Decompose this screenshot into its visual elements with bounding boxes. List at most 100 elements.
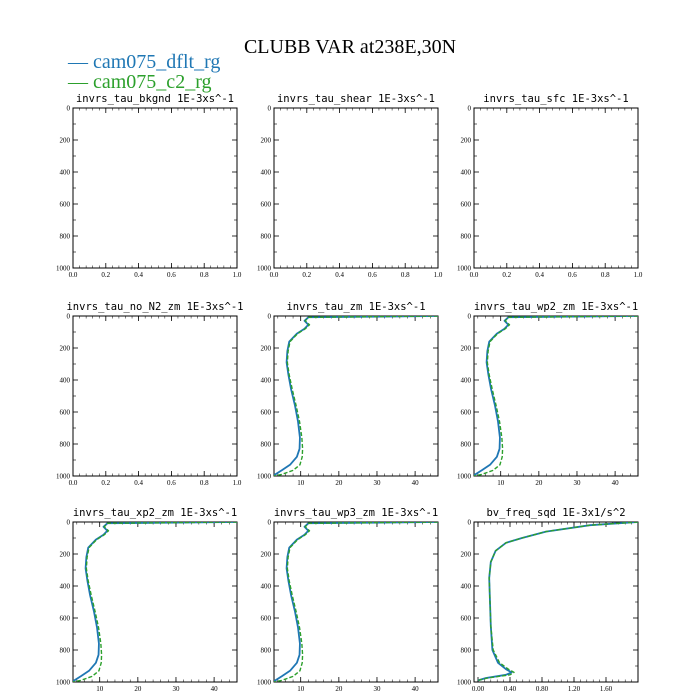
x-tick-label: 0.8 (401, 271, 410, 279)
panel-title: invrs_tau_shear 1E-3xs^-1 (277, 93, 435, 105)
y-tick-label: 200 (60, 137, 71, 145)
series-line-0 (474, 316, 638, 476)
panel-title: invrs_tau_xp2_zm 1E-3xs^-1 (73, 507, 237, 519)
y-tick-label: 800 (461, 441, 472, 449)
x-tick-label: 0.40 (504, 685, 517, 693)
x-tick-label: 40 (612, 479, 620, 487)
y-tick-label: 400 (60, 169, 71, 177)
x-tick-label: 0.2 (101, 479, 110, 487)
y-tick-label: 1000 (257, 473, 272, 481)
panel-title: invrs_tau_sfc 1E-3xs^-1 (483, 93, 628, 105)
plot-frame (273, 107, 439, 269)
y-tick-label: 800 (60, 647, 71, 655)
x-tick-label: 0.00 (472, 685, 485, 693)
x-tick-label: 10 (297, 685, 305, 693)
y-tick-label: 200 (261, 551, 272, 559)
x-tick-label: 1.0 (434, 271, 443, 279)
y-tick-label: 1000 (56, 265, 71, 273)
y-tick-label: 800 (461, 233, 472, 241)
x-tick-label: 1.20 (568, 685, 581, 693)
legend-line-icon: — (68, 71, 93, 93)
legend-label: cam075_dflt_rg (93, 51, 221, 73)
y-tick-label: 400 (261, 583, 272, 591)
x-tick-label: 30 (373, 685, 381, 693)
x-tick-label: 0.4 (335, 271, 344, 279)
y-tick-label: 800 (60, 233, 71, 241)
panel-7: invrs_tau_wp3_zm 1E-3xs^-10 200 400 600 800 1… (257, 507, 439, 693)
y-tick-label: 200 (60, 345, 71, 353)
x-tick-label: 0.6 (167, 271, 176, 279)
plot-frame (72, 315, 238, 477)
x-tick-label: 0.2 (101, 271, 110, 279)
x-tick-label: 10 (497, 479, 505, 487)
series-line-0 (274, 316, 438, 476)
y-tick-label: 400 (461, 583, 472, 591)
x-tick-label: 0.4 (535, 271, 544, 279)
panel-title: invrs_tau_bkgnd 1E-3xs^-1 (76, 93, 234, 105)
series-line-1 (274, 316, 438, 476)
x-tick-label: 10 (96, 685, 104, 693)
y-tick-label: 200 (261, 137, 272, 145)
y-tick-label: 800 (261, 647, 272, 655)
x-tick-label: 1.0 (233, 479, 242, 487)
panel-title: invrs_tau_no_N2_zm 1E-3xs^-1 (66, 301, 243, 313)
x-tick-label: 20 (535, 479, 543, 487)
y-tick-label: 200 (461, 137, 472, 145)
x-tick-label: 0.6 (167, 479, 176, 487)
y-tick-label: 200 (60, 551, 71, 559)
y-tick-label: 1000 (56, 473, 71, 481)
plot-frame (473, 107, 639, 269)
x-tick-label: 10 (297, 479, 305, 487)
panel-3: invrs_tau_no_N2_zm 1E-3xs^-10 200 400 600 80… (56, 301, 244, 487)
x-tick-label: 0.0 (270, 271, 279, 279)
x-tick-label: 40 (211, 685, 219, 693)
y-tick-label: 800 (261, 233, 272, 241)
y-tick-label: 0 (268, 313, 272, 321)
y-tick-label: 600 (60, 409, 71, 417)
x-tick-label: 20 (335, 479, 343, 487)
x-tick-label: 0.6 (568, 271, 577, 279)
panel-title: invrs_tau_zm 1E-3xs^-1 (286, 301, 425, 313)
series-line-1 (477, 522, 638, 682)
y-tick-label: 600 (461, 615, 472, 623)
x-tick-label: 30 (373, 479, 381, 487)
y-tick-label: 400 (60, 583, 71, 591)
panel-title: bv_freq_sqd 1E-3x1/s^2 (486, 507, 625, 519)
x-tick-label: 0.8 (200, 479, 209, 487)
plot-frame (473, 521, 639, 683)
plot-frame (72, 107, 238, 269)
y-tick-label: 200 (461, 345, 472, 353)
y-tick-label: 1000 (457, 473, 472, 481)
x-tick-label: 0.0 (470, 271, 479, 279)
y-tick-label: 200 (261, 345, 272, 353)
y-tick-label: 400 (461, 377, 472, 385)
x-tick-label: 0.0 (69, 271, 78, 279)
series-line-1 (274, 522, 438, 682)
x-tick-label: 0.80 (536, 685, 549, 693)
y-tick-label: 400 (60, 377, 71, 385)
figure-title: CLUBB VAR at238E,30N (243, 36, 457, 58)
x-tick-label: 0.6 (368, 271, 377, 279)
y-tick-label: 400 (461, 169, 472, 177)
panel-4: invrs_tau_zm 1E-3xs^-1 0 200 400 600 800 1000 1… (257, 301, 439, 487)
y-tick-label: 0 (268, 519, 272, 527)
y-tick-label: 600 (461, 201, 472, 209)
y-tick-label: 1000 (257, 265, 272, 273)
y-tick-label: 800 (261, 441, 272, 449)
y-tick-label: 0 (67, 313, 71, 321)
y-tick-label: 0 (67, 519, 71, 527)
panel-5: invrs_tau_wp2_zm 1E-3xs^-10 200 400 600 800 1… (457, 301, 639, 487)
legend-line-icon: — (68, 51, 93, 73)
x-tick-label: 20 (335, 685, 343, 693)
x-tick-label: 30 (172, 685, 180, 693)
y-tick-label: 600 (461, 409, 472, 417)
x-tick-label: 0.4 (134, 271, 143, 279)
panel-2: invrs_tau_sfc 1E-3xs^-1 0 200 400 600 800 1000… (457, 93, 643, 279)
y-tick-label: 400 (261, 169, 272, 177)
y-tick-label: 0 (67, 105, 71, 113)
y-tick-label: 600 (60, 615, 71, 623)
y-tick-label: 1000 (457, 679, 472, 687)
y-tick-label: 0 (268, 105, 272, 113)
y-tick-label: 600 (261, 201, 272, 209)
